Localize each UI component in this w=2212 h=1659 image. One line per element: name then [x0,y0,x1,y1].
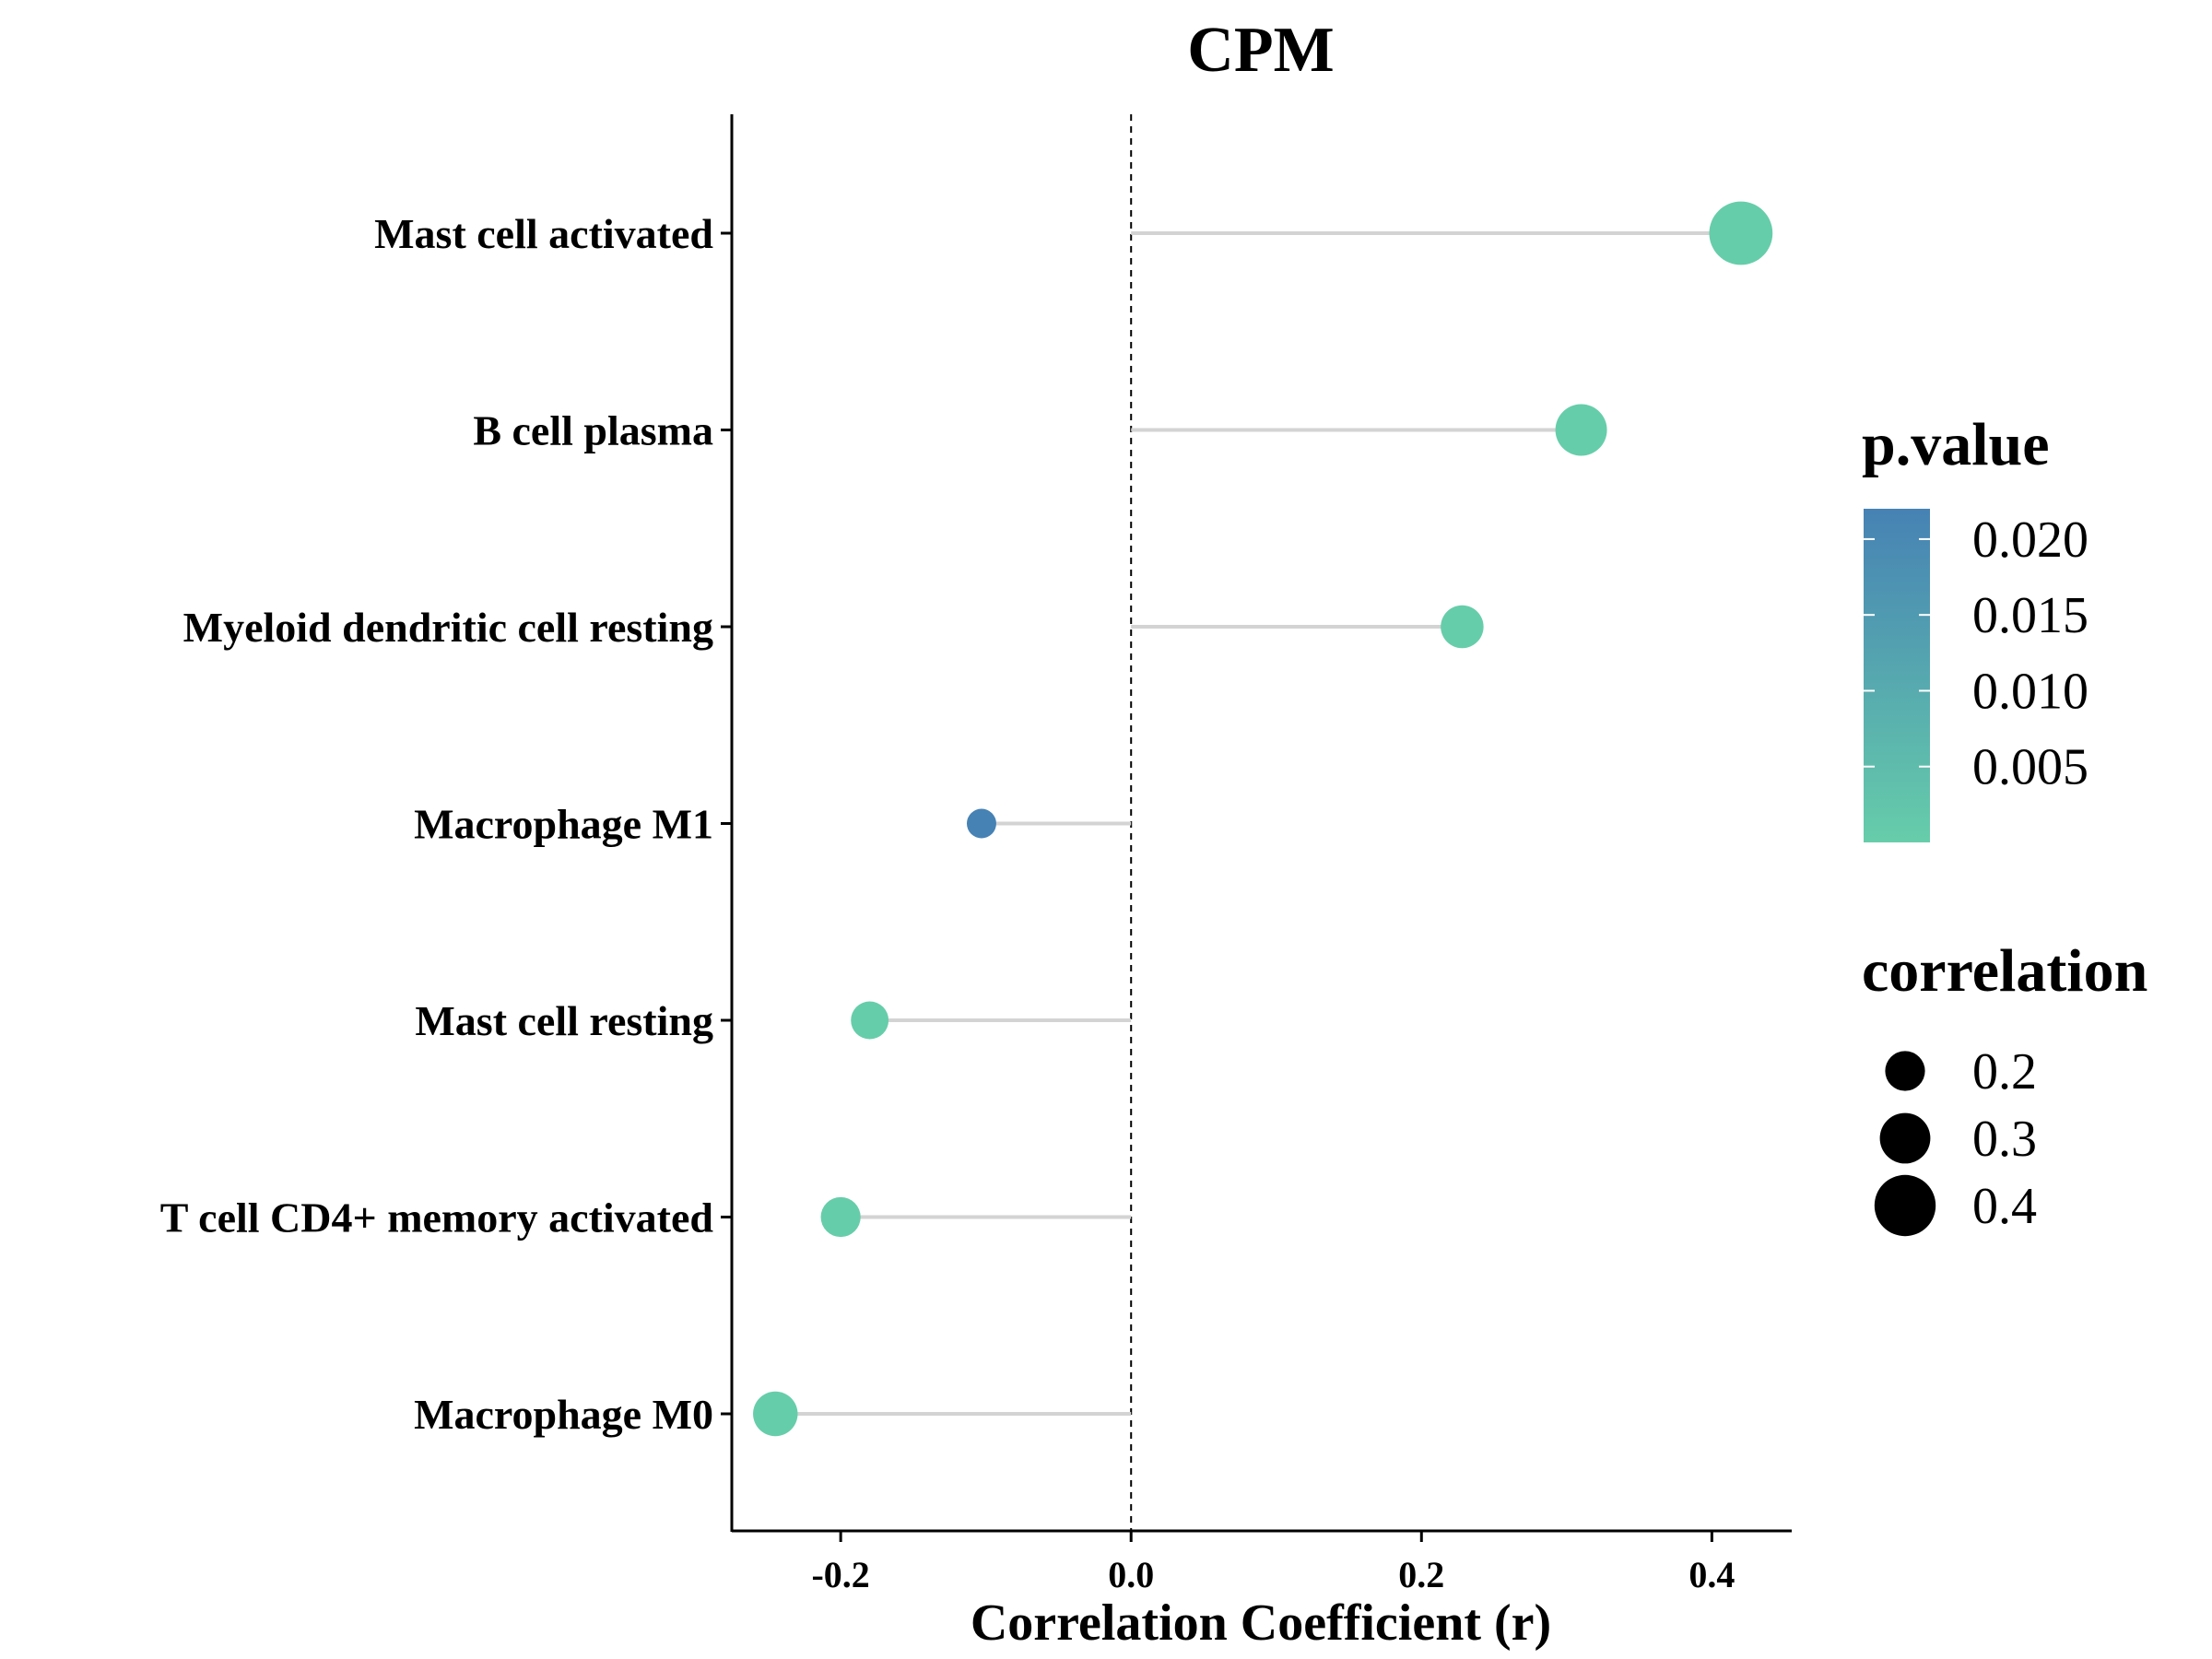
x-tick-label: -0.2 [811,1554,869,1595]
p-value-colorbar-ticks: 0.020 0.015 0.010 0.005 [1864,512,2088,796]
point-t-cell-cd4-memory-activated [820,1196,861,1238]
category-label: Macrophage M0 [414,1391,713,1438]
category-label: Mast cell resting [415,997,713,1044]
point-myeloid-dendritic-cell-resting [1441,605,1484,649]
category-label: B cell plasma [473,407,713,454]
x-axis-title: Correlation Coefficient (r) [971,1594,1551,1652]
point-mast-cell-activated [1709,201,1773,265]
y-axis-ticks: Mast cell activated B cell plasma Myeloid … [160,210,732,1438]
category-label: Macrophage M1 [414,801,713,848]
p-value-legend-title: p.value [1862,411,2050,478]
size-key-label: 0.2 [1972,1043,2037,1100]
size-key-dot [1879,1112,1931,1164]
point-macrophage-m1 [966,808,996,839]
plot-area [753,114,1773,1531]
colorbar-label: 0.005 [1972,739,2088,796]
point-b-cell-plasma [1555,404,1607,456]
correlation-legend-title: correlation [1862,937,2147,1005]
category-label: T cell CD4+ memory activated [160,1194,714,1241]
colorbar-label: 0.015 [1972,587,2088,644]
x-tick-label: 0.4 [1688,1554,1735,1595]
colorbar-label: 0.010 [1972,663,2088,720]
colorbar-label: 0.020 [1972,512,2088,569]
chart-title: CPM [1187,15,1334,86]
point-macrophage-m0 [753,1391,798,1437]
correlation-legend: correlation 0.2 0.3 0.4 [1862,937,2147,1237]
size-key-label: 0.3 [1972,1111,2037,1168]
x-axis-ticks: -0.2 0.0 0.2 0.4 [811,1531,1735,1595]
x-tick-label: 0.2 [1398,1554,1444,1595]
x-tick-label: 0.0 [1108,1554,1154,1595]
p-value-legend: p.value 0.020 0.015 0.010 0.005 [1862,411,2088,842]
size-key-dot [1885,1051,1925,1091]
p-value-colorbar [1864,509,1930,842]
category-label: Myeloid dendritic cell resting [183,604,713,651]
correlation-legend-keys: 0.2 0.3 0.4 [1874,1043,2037,1237]
size-key-dot [1874,1174,1936,1237]
category-label: Mast cell activated [374,210,713,257]
point-mast-cell-resting [851,1001,889,1040]
size-key-label: 0.4 [1972,1178,2037,1235]
